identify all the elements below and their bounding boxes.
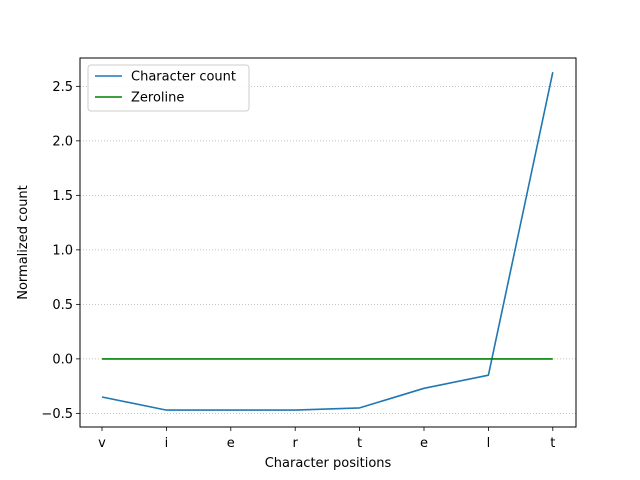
x-axis-label: Character positions: [265, 456, 392, 471]
legend-label: Zeroline: [131, 91, 184, 106]
y-tick-label: 1.5: [52, 189, 73, 204]
y-tick-label: 2.5: [52, 80, 73, 95]
legend: Character count Zeroline: [87, 64, 250, 112]
x-tick-label: t: [550, 436, 555, 451]
legend-box: [87, 64, 250, 112]
series-lines: [101, 72, 554, 411]
y-tick-label: 0.5: [52, 298, 73, 313]
y-tick-label: 1.0: [52, 243, 73, 258]
y-tick-label: 2.0: [52, 134, 73, 149]
y-tick-label: 0.0: [52, 352, 73, 367]
y-axis: −0.5 0.0 0.5 1.0 1.5 2.0 2.5: [41, 80, 80, 422]
x-tick-label: e: [420, 436, 428, 451]
y-gridlines: [80, 85, 576, 414]
x-tick-label: v: [98, 436, 106, 451]
y-tick-label: −0.5: [41, 407, 73, 422]
y-axis-label: Normalized count: [16, 185, 31, 300]
series-line-0: [101, 72, 554, 411]
x-tick-label: t: [357, 436, 362, 451]
x-tick-label: i: [165, 436, 169, 451]
x-tick-label: l: [487, 436, 491, 451]
plot-frame: [79, 57, 577, 428]
legend-label: Character count: [131, 70, 236, 85]
x-tick-label: e: [227, 436, 235, 451]
x-tick-label: r: [293, 436, 299, 451]
